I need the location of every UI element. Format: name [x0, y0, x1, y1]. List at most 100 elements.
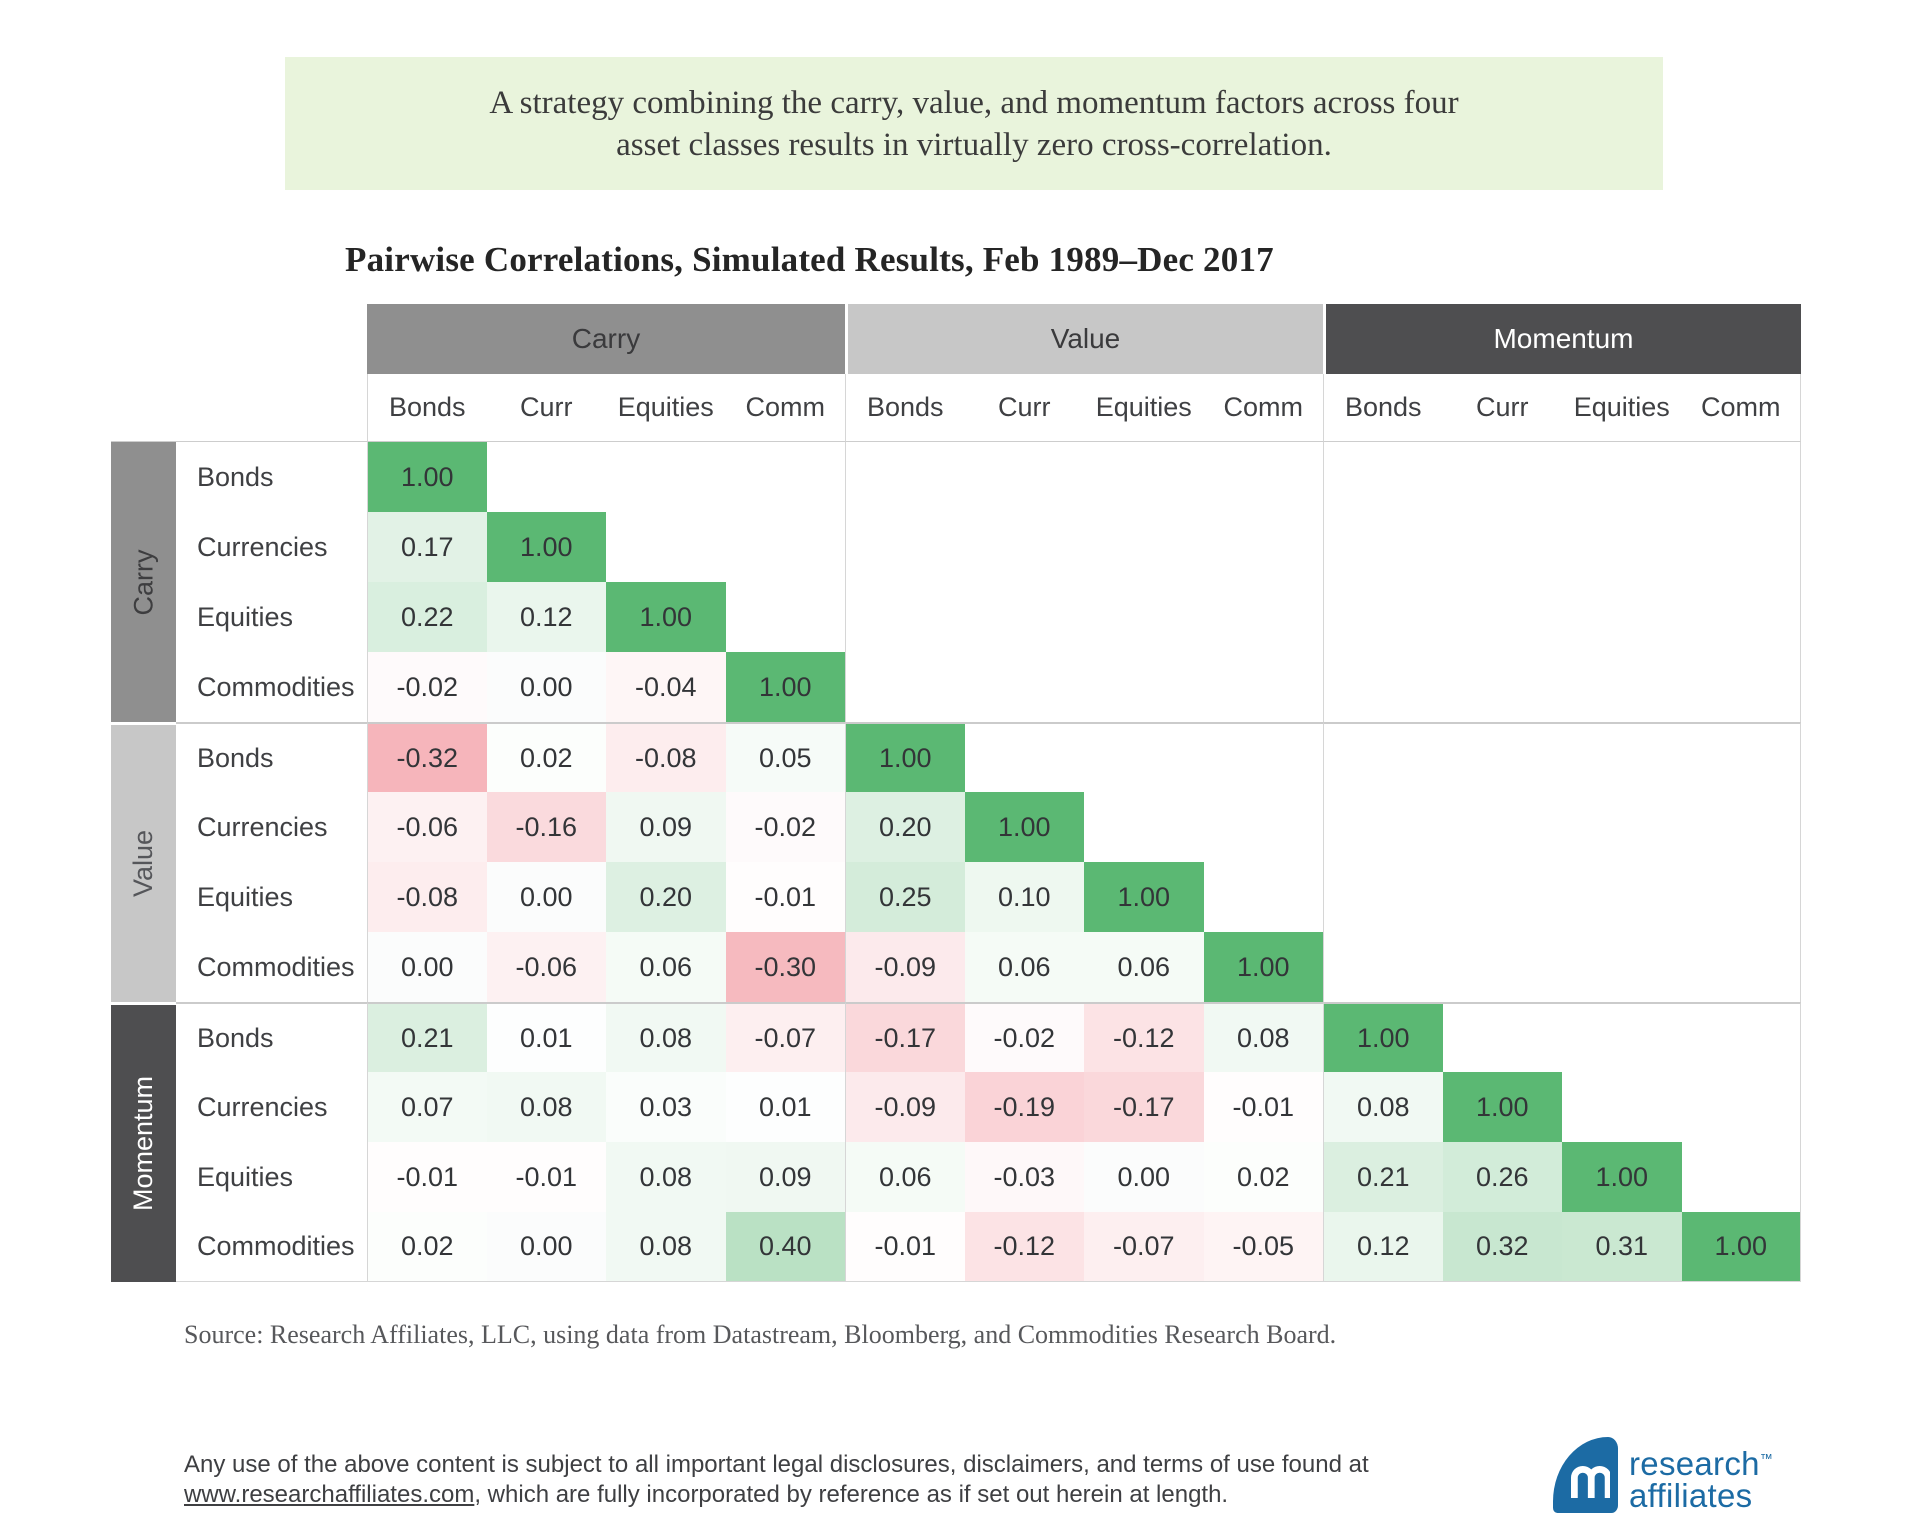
correlation-cell: 0.00: [486, 862, 606, 932]
correlation-cell: [845, 582, 965, 652]
correlation-cell: [1443, 792, 1563, 862]
research-affiliates-logo: research™ affiliates: [1553, 1437, 1773, 1513]
correlation-cell: [845, 442, 965, 512]
correlation-cell: 0.17: [367, 512, 487, 582]
correlation-cell: [606, 512, 726, 582]
correlation-cell: [1443, 442, 1563, 512]
column-header: Curr: [486, 374, 606, 442]
correlation-cell: [1562, 932, 1682, 1002]
correlation-cell: [1084, 652, 1204, 722]
correlation-cell: [1443, 512, 1563, 582]
correlation-cell: [1204, 512, 1324, 582]
row-group-label-value: Value: [111, 722, 176, 1002]
correlation-cell: 1.00: [1084, 862, 1204, 932]
correlation-cell: -0.05: [1203, 1212, 1323, 1282]
correlation-cell: [1323, 512, 1443, 582]
correlation-cell: [1203, 722, 1323, 792]
correlation-cell: [1204, 582, 1324, 652]
correlation-cell: -0.09: [845, 932, 965, 1002]
correlation-cell: [845, 512, 965, 582]
correlation-cell: 0.07: [367, 1072, 487, 1142]
correlation-cell: 0.08: [606, 1002, 726, 1072]
correlation-cell: -0.02: [725, 792, 845, 862]
column-header: Curr: [1442, 374, 1562, 442]
correlation-cell: -0.32: [367, 722, 487, 792]
correlation-cell: [1682, 582, 1801, 652]
correlation-cell: [1682, 1142, 1801, 1212]
correlation-cell: 1.00: [606, 582, 726, 652]
column-header: Bonds: [1323, 374, 1443, 442]
correlation-cell: 0.01: [486, 1002, 606, 1072]
row-label: Bonds: [176, 722, 367, 792]
correlation-cell: 1.00: [1203, 932, 1323, 1002]
correlation-cell: 1.00: [1442, 1072, 1562, 1142]
correlation-cell: -0.02: [964, 1002, 1084, 1072]
correlation-cell: [1562, 1072, 1682, 1142]
row-label: Commodities: [176, 1212, 367, 1282]
correlation-cell: [1204, 862, 1324, 932]
logo-word-affiliates: affiliates: [1629, 1477, 1753, 1514]
row-label: Currencies: [197, 1091, 328, 1122]
correlation-cell: [1443, 862, 1563, 932]
correlation-cell: 0.21: [1323, 1142, 1443, 1212]
correlation-cell: -0.07: [725, 1002, 845, 1072]
correlation-cell: [965, 512, 1085, 582]
correlation-cell: [1562, 792, 1682, 862]
row-group-label-momentum: Momentum: [111, 1002, 176, 1282]
correlation-cell: 0.32: [1442, 1212, 1562, 1282]
correlation-cell: [965, 652, 1085, 722]
correlation-cell: -0.12: [1084, 1002, 1204, 1072]
correlation-cell: -0.04: [606, 652, 726, 722]
correlation-cell: [1323, 722, 1443, 792]
correlation-cell: -0.17: [1084, 1072, 1204, 1142]
correlation-cell: 0.02: [1203, 1142, 1323, 1212]
correlation-cell: [606, 442, 726, 512]
correlation-cell: [1323, 862, 1443, 932]
correlation-cell: -0.07: [1084, 1212, 1204, 1282]
correlation-matrix-table: Carry Value Momentum Bonds Curr Equities Comm B…: [111, 304, 1801, 1282]
correlation-cell: [1323, 442, 1443, 512]
correlation-cell: [1562, 582, 1682, 652]
correlation-cell: [964, 722, 1084, 792]
correlation-cell: [1204, 652, 1324, 722]
correlation-cell: -0.06: [367, 792, 487, 862]
correlation-cell: [1562, 862, 1682, 932]
column-header: Curr: [964, 374, 1084, 442]
research-affiliates-link[interactable]: www.researchaffiliates.com: [184, 1481, 475, 1508]
correlation-cell: [1084, 442, 1204, 512]
correlation-cell: 0.08: [486, 1072, 606, 1142]
correlation-cell: -0.09: [845, 1072, 965, 1142]
correlation-cell: [1562, 442, 1682, 512]
correlation-cell: [1682, 932, 1801, 1002]
correlation-cell: 1.00: [845, 722, 965, 792]
correlation-cell: -0.01: [845, 1212, 965, 1282]
correlation-cell: [965, 442, 1085, 512]
column-header: Comm: [1681, 374, 1801, 442]
column-group-header-carry: Carry: [367, 304, 845, 374]
correlation-cell: 0.10: [964, 862, 1084, 932]
correlation-cell: [1323, 582, 1443, 652]
correlation-cell: -0.16: [486, 792, 606, 862]
column-group-header-value: Value: [845, 304, 1323, 374]
correlation-cell: 0.21: [367, 1002, 487, 1072]
correlation-cell: [1323, 652, 1443, 722]
column-header: Bonds: [845, 374, 965, 442]
correlation-cell: 0.03: [606, 1072, 726, 1142]
row-label: Bonds: [176, 1002, 367, 1072]
correlation-cell: [726, 582, 846, 652]
correlation-cell: -0.12: [964, 1212, 1084, 1282]
logo-word-research: research: [1629, 1445, 1760, 1482]
key-takeaway-banner: A strategy combining the carry, value, a…: [285, 57, 1663, 190]
row-group-label-text: Carry: [128, 549, 158, 615]
correlation-cell: [1443, 652, 1563, 722]
correlation-cell: 0.06: [606, 932, 726, 1002]
correlation-cell: 0.25: [845, 862, 965, 932]
correlation-cell: [726, 442, 846, 512]
correlation-cell: 0.31: [1562, 1212, 1682, 1282]
correlation-cell: -0.01: [367, 1142, 487, 1212]
column-header: Comm: [725, 374, 845, 442]
correlation-cell: [1681, 1002, 1801, 1072]
logo-wordmark: research™ affiliates: [1629, 1443, 1773, 1512]
column-header: Comm: [1203, 374, 1323, 442]
